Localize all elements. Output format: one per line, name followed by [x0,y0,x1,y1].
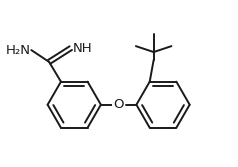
Text: NH: NH [73,42,92,55]
Text: H₂N: H₂N [5,44,30,57]
Text: O: O [113,98,124,111]
